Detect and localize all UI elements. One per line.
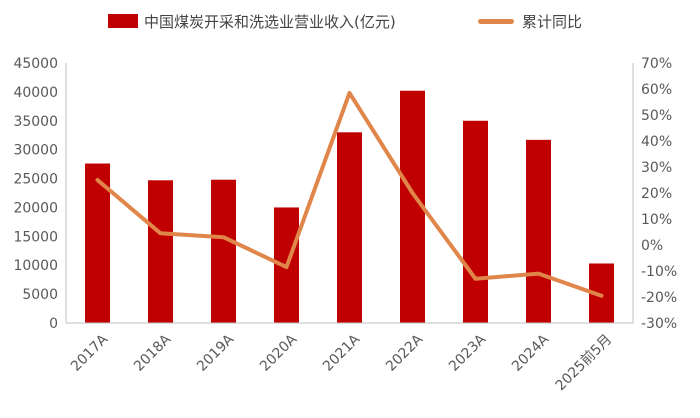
x-tick-label: 2021A <box>320 331 364 375</box>
legend-swatch-yoy <box>478 18 514 24</box>
legend-label-yoy: 累计同比 <box>522 12 583 31</box>
right-tick-label: 20% <box>641 186 672 202</box>
legend-item-revenue: 中国煤炭开采和洗选业营业收入(亿元) <box>108 8 396 34</box>
legend-label-revenue: 中国煤炭开采和洗选业营业收入(亿元) <box>144 12 396 31</box>
legend-swatch-revenue <box>108 14 138 28</box>
x-tick-label: 2025前5月 <box>552 331 615 394</box>
right-tick-label: 50% <box>641 108 672 124</box>
x-tick-label: 2018A <box>131 331 175 375</box>
bar-2 <box>211 179 236 323</box>
right-tick-label: 30% <box>641 160 672 176</box>
bar-7 <box>526 139 551 323</box>
right-tick-label: 70% <box>641 56 672 72</box>
left-tick-label: 45000 <box>13 56 58 72</box>
bar-4 <box>337 132 362 323</box>
left-tick-label: 20000 <box>13 200 58 216</box>
left-tick-label: 30000 <box>13 143 58 159</box>
left-tick-label: 25000 <box>13 172 58 188</box>
bar-6 <box>463 120 488 324</box>
x-tick-label: 2023A <box>446 331 490 375</box>
legend: 中国煤炭开采和洗选业营业收入(亿元) 累计同比 <box>0 8 700 34</box>
right-tick-label: 60% <box>641 82 672 98</box>
left-tick-label: 5000 <box>22 287 58 303</box>
x-tick-label: 2019A <box>194 331 238 375</box>
legend-item-yoy: 累计同比 <box>478 8 582 34</box>
right-tick-label: 10% <box>641 212 672 228</box>
right-tick-label: 0% <box>641 238 663 254</box>
bar-1 <box>148 180 173 323</box>
right-tick-label: -10% <box>641 264 677 280</box>
x-tick-label: 2017A <box>68 331 112 375</box>
left-tick-label: 15000 <box>13 229 58 245</box>
left-tick-label: 35000 <box>13 114 58 130</box>
right-tick-label: -30% <box>641 316 677 332</box>
left-tick-label: 10000 <box>13 258 58 274</box>
right-tick-label: -20% <box>641 290 677 306</box>
bar-0 <box>85 163 110 323</box>
left-tick-label: 0 <box>49 316 58 332</box>
x-tick-label: 2024A <box>509 331 553 375</box>
x-tick-label: 2020A <box>257 331 301 375</box>
x-tick-label: 2022A <box>383 331 427 375</box>
right-tick-label: 40% <box>641 134 672 150</box>
left-tick-label: 40000 <box>13 85 58 101</box>
